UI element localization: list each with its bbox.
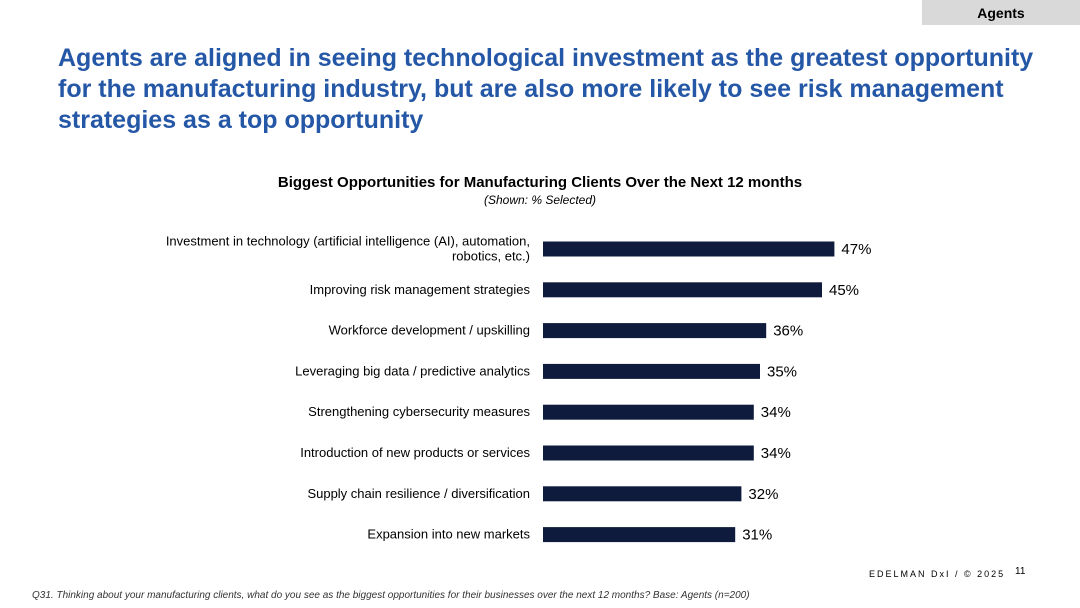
data-label-6: 32%	[748, 486, 778, 503]
category-label-7: Expansion into new markets	[367, 527, 530, 542]
bar-4	[543, 404, 754, 420]
data-label-2: 36%	[773, 323, 803, 340]
page-number: 11	[1015, 566, 1026, 577]
category-label-5: Introduction of new products or services	[300, 445, 530, 460]
data-label-4: 34%	[761, 404, 791, 421]
page-title: Agents are aligned in seeing technologic…	[58, 44, 1034, 134]
category-label-1: Improving risk management strategies	[310, 282, 531, 297]
category-label-3: Leveraging big data / predictive analyti…	[295, 363, 530, 378]
category-label-2: Workforce development / upskilling	[329, 323, 530, 338]
data-label-7: 31%	[742, 527, 772, 544]
category-label-0: Investment in technology (artificial int…	[166, 234, 530, 264]
category-label-6: Supply chain resilience / diversificatio…	[307, 486, 530, 501]
chart-title: Biggest Opportunities for Manufacturing …	[277, 174, 803, 191]
bar-6	[543, 486, 742, 502]
category-label-4: Strengthening cybersecurity measures	[308, 404, 530, 419]
data-label-3: 35%	[767, 363, 797, 380]
bar-0	[543, 241, 835, 257]
bar-7	[543, 527, 736, 543]
bar-5	[543, 445, 754, 461]
footer-brand: EDELMAN DxI / © 2025	[869, 569, 1006, 579]
bar-1	[543, 282, 822, 298]
footnote: Q31. Thinking about your manufacturing c…	[32, 590, 750, 601]
data-label-5: 34%	[761, 445, 791, 462]
chart-subtitle: (Shown: % Selected)	[483, 193, 597, 207]
bar-3	[543, 363, 760, 379]
data-label-1: 45%	[829, 282, 859, 299]
data-label-0: 47%	[841, 241, 871, 258]
section-tag: Agents	[922, 0, 1080, 25]
bar-2	[543, 323, 767, 339]
